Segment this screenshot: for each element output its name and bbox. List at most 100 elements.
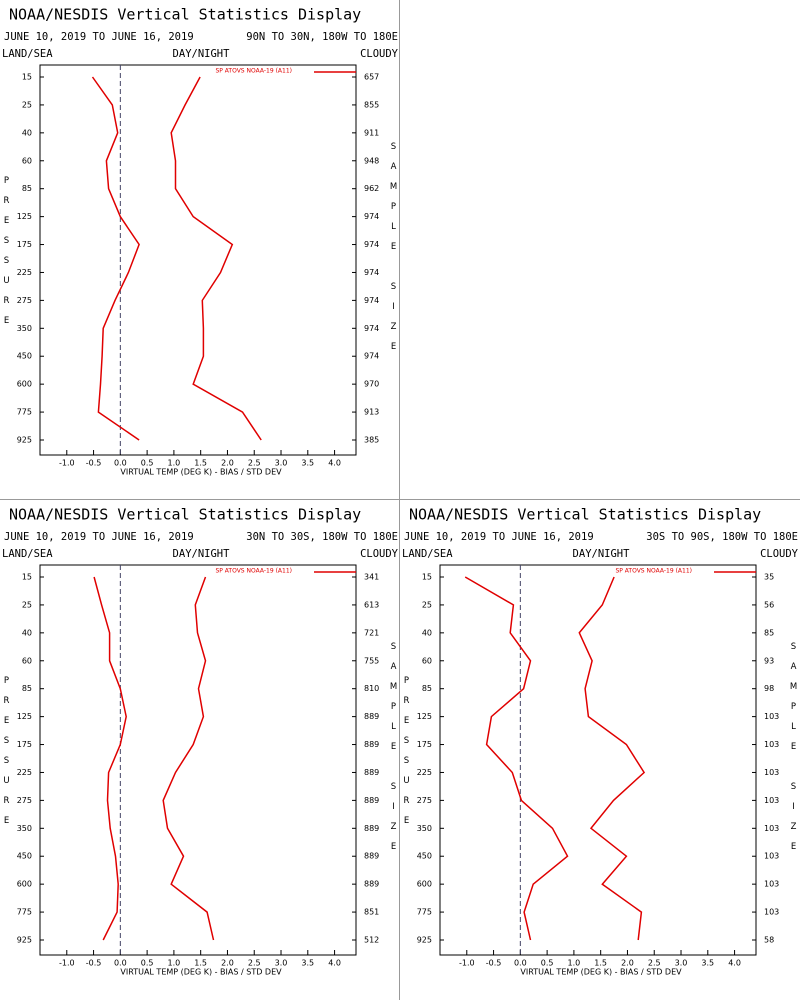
y-tick-label: 15 (422, 573, 432, 582)
sample-size: 103 (764, 768, 779, 777)
x-tick-label: 0.0 (114, 959, 127, 968)
x-tick-label: 4.0 (328, 959, 341, 968)
panel: NOAA/NESDIS Vertical Statistics Display J… (2, 6, 399, 477)
x-tick-label: -0.5 (486, 959, 502, 968)
x-tick-label: -0.5 (86, 459, 102, 468)
x-tick-label: 1.5 (194, 459, 207, 468)
date-range: JUNE 10, 2019 TO JUNE 16, 2019 (4, 531, 194, 543)
y-axis-label: PRESSURE (402, 676, 412, 836)
y-tick-label: 25 (422, 600, 432, 609)
y2-axis-label: SAMPLE SIZE (389, 142, 399, 362)
cloudy: CLOUDY (760, 548, 799, 560)
title: NOAA/NESDIS Vertical Statistics Display (9, 506, 361, 524)
x-tick-label: 3.5 (701, 959, 714, 968)
x-tick-label: 2.5 (648, 959, 661, 968)
panel: NOAA/NESDIS Vertical Statistics Display J… (402, 506, 799, 977)
sample-size: 974 (364, 324, 379, 333)
y-tick-label: 175 (17, 240, 32, 249)
plot-frame (39, 64, 357, 456)
y-tick-label: 85 (22, 684, 32, 693)
sample-size: 962 (364, 184, 379, 193)
y-tick-label: 450 (17, 852, 32, 861)
x-axis-label: VIRTUAL TEMP (DEG K) - BIAS / STD DEV (120, 968, 282, 977)
sample-size: 855 (364, 100, 379, 109)
cloudy: CLOUDY (360, 548, 399, 560)
region: 30S TO 90S, 180W TO 180E (646, 531, 798, 543)
x-tick-label: 3.0 (275, 459, 288, 468)
x-tick-label: 2.0 (221, 459, 234, 468)
title: NOAA/NESDIS Vertical Statistics Display (409, 506, 761, 524)
x-tick-label: 1.5 (194, 959, 207, 968)
sample-size: 98 (764, 684, 774, 693)
y-tick-label: 60 (422, 656, 432, 665)
sample-size: 974 (364, 352, 379, 361)
x-tick-label: 0.5 (141, 459, 154, 468)
x-tick-label: -1.0 (59, 459, 75, 468)
x-tick-label: 4.0 (328, 459, 341, 468)
x-tick-label: 1.0 (168, 959, 181, 968)
sample-size: 913 (364, 408, 379, 417)
y-tick-label: 125 (17, 712, 32, 721)
sample-size: 103 (764, 880, 779, 889)
y-tick-label: 225 (17, 768, 32, 777)
sample-size: 103 (764, 796, 779, 805)
y-tick-label: 15 (22, 73, 32, 82)
y-tick-label: 85 (22, 184, 32, 193)
x-tick-label: 3.0 (275, 959, 288, 968)
x-axis-label: VIRTUAL TEMP (DEG K) - BIAS / STD DEV (120, 468, 282, 477)
series-line (578, 576, 646, 941)
x-tick-label: 3.0 (675, 959, 688, 968)
series-line (91, 76, 140, 441)
sample-size: 974 (364, 212, 379, 221)
x-tick-label: 0.0 (114, 459, 127, 468)
y-tick-label: 600 (417, 880, 432, 889)
y-tick-label: 85 (422, 684, 432, 693)
y-tick-label: 350 (17, 824, 32, 833)
y-tick-label: 925 (17, 436, 32, 445)
y-tick-label: 60 (22, 656, 32, 665)
x-tick-label: 2.0 (221, 959, 234, 968)
y-tick-label: 225 (417, 768, 432, 777)
y-tick-label: 25 (22, 100, 32, 109)
sample-size: 56 (764, 600, 774, 609)
sample-size: 889 (364, 740, 379, 749)
sample-size: 948 (364, 156, 379, 165)
y-tick-label: 175 (417, 740, 432, 749)
y-tick-label: 125 (417, 712, 432, 721)
sample-size: 889 (364, 712, 379, 721)
land-sea: LAND/SEA (402, 548, 453, 560)
y-tick-label: 925 (17, 936, 32, 945)
region: 90N TO 30N, 180W TO 180E (246, 31, 398, 43)
x-tick-label: 1.0 (168, 459, 181, 468)
y-tick-label: 275 (17, 796, 32, 805)
legend-label: SP ATOVS NOAA-19 (A11) (215, 568, 292, 575)
day-night: DAY/NIGHT (173, 48, 231, 60)
title: NOAA/NESDIS Vertical Statistics Display (9, 6, 361, 24)
x-axis-label: VIRTUAL TEMP (DEG K) - BIAS / STD DEV (520, 968, 682, 977)
x-tick-label: 3.5 (301, 959, 314, 968)
y-tick-label: 925 (417, 936, 432, 945)
sample-size: 85 (764, 628, 774, 637)
y-tick-label: 350 (417, 824, 432, 833)
sample-size: 103 (764, 852, 779, 861)
sample-size: 889 (364, 768, 379, 777)
y-tick-label: 40 (22, 628, 32, 637)
sample-size: 974 (364, 296, 379, 305)
x-tick-label: 2.5 (248, 459, 261, 468)
sample-size: 657 (364, 73, 379, 82)
y-tick-label: 450 (17, 352, 32, 361)
series-line (162, 576, 215, 941)
region: 30N TO 30S, 180W TO 180E (246, 531, 398, 543)
y-tick-label: 350 (17, 324, 32, 333)
y-tick-label: 40 (22, 128, 32, 137)
land-sea: LAND/SEA (2, 48, 53, 60)
series-line (93, 576, 127, 941)
y-axis-label: PRESSURE (2, 676, 12, 836)
y2-axis-label: SAMPLE SIZE (789, 642, 799, 862)
x-tick-label: 4.0 (728, 959, 741, 968)
y-tick-label: 275 (17, 296, 32, 305)
y-tick-label: 225 (17, 268, 32, 277)
sample-size: 721 (364, 628, 379, 637)
x-tick-label: -0.5 (86, 959, 102, 968)
sample-size: 613 (364, 600, 379, 609)
